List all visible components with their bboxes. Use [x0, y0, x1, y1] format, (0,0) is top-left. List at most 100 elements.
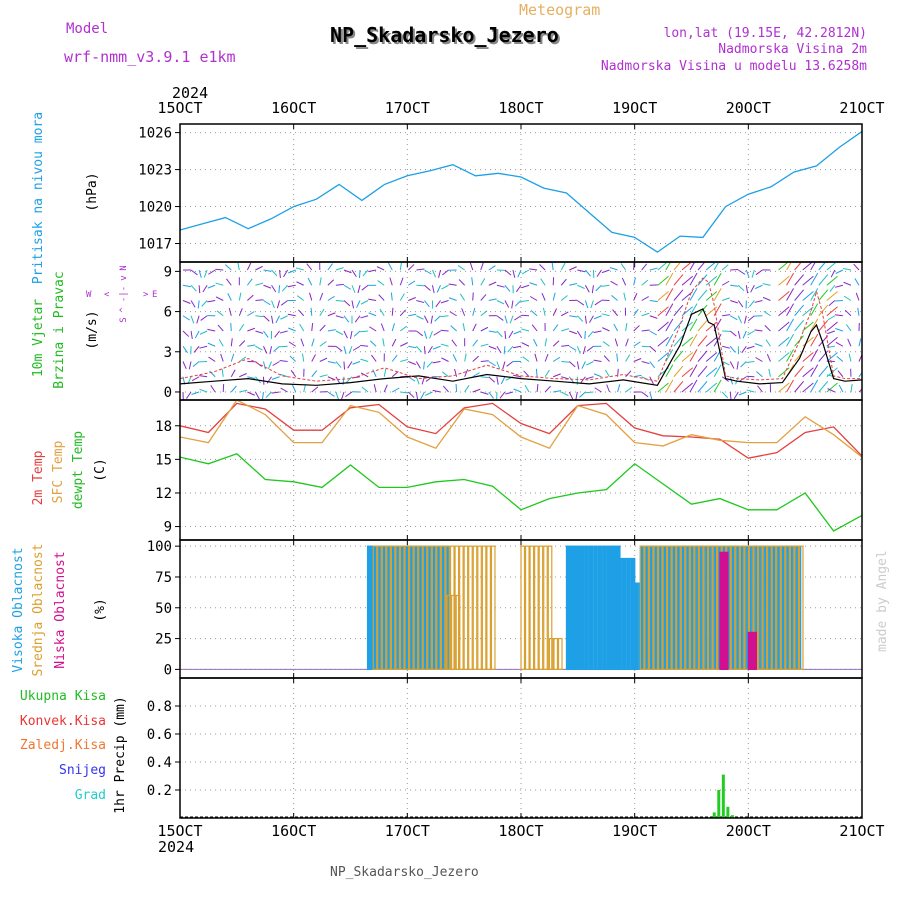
- cloud-bar-high: [579, 545, 585, 670]
- wind-arrow: [673, 365, 684, 378]
- wind-arrow: [737, 300, 744, 308]
- wind-arrow: [496, 345, 502, 354]
- wind-arrow: [613, 323, 619, 332]
- wind-arrow: [625, 354, 631, 362]
- wind-arrow: [220, 353, 224, 362]
- wind-arrow: [713, 288, 722, 301]
- cloud-bar-mid: [785, 545, 790, 670]
- wind-arrow: [436, 285, 441, 293]
- wind-arrow: [399, 277, 404, 286]
- wind-arrow: [754, 300, 763, 303]
- wind-arrow: [649, 330, 657, 336]
- wind-arrow: [657, 275, 669, 286]
- wind-arrow: [584, 315, 587, 324]
- wind-arrow: [673, 350, 684, 362]
- wind-arrow: [748, 300, 755, 308]
- wind-arrow: [826, 321, 838, 332]
- wind-arrow: [480, 294, 487, 301]
- wind-arrow: [810, 262, 816, 271]
- wind-arrow: [472, 372, 480, 378]
- wind-arrow: [540, 278, 546, 286]
- wind-arrow: [327, 361, 336, 364]
- wind-arrow: [623, 292, 627, 301]
- wind-arrow: [665, 262, 672, 271]
- panel-pressure: 1017 1020 1023 1026: [138, 123, 863, 263]
- cloud-bar-high: [634, 582, 639, 670]
- wind-arrow: [504, 300, 510, 308]
- y-tick-label: 15: [155, 452, 172, 468]
- wind-arrow: [665, 333, 674, 347]
- wind-arrow: [390, 292, 393, 301]
- wind-arrow: [689, 288, 698, 301]
- wind-arrow: [462, 323, 466, 332]
- wind-arrow: [596, 269, 602, 277]
- wind-arrow: [262, 361, 266, 370]
- wind-arrow: [745, 269, 750, 278]
- wind-arrow: [319, 324, 326, 332]
- cloud-bar-mid: [381, 545, 387, 670]
- wind-arrow: [818, 274, 829, 286]
- wind-arrow: [512, 269, 516, 278]
- wind-arrow: [434, 315, 441, 322]
- wind-arrow: [778, 321, 790, 332]
- wind-arrow: [754, 329, 763, 332]
- wind-arrow: [469, 262, 474, 271]
- cloud-bar-mid: [395, 545, 401, 670]
- bottom-axis-tick-label: 20OCT: [726, 822, 771, 840]
- wind-arrow: [377, 280, 385, 286]
- wind-arrow: [391, 371, 399, 378]
- wind-arrow: [673, 380, 684, 393]
- year-bottom: 2024: [158, 838, 194, 856]
- wind-arrow: [689, 262, 696, 271]
- precip-snow-label: Snijeg: [59, 763, 106, 778]
- wind-arrow: [208, 269, 216, 275]
- wind-arrow: [794, 304, 805, 317]
- cloud-bar-low: [752, 631, 757, 670]
- wind-arrow: [267, 361, 272, 370]
- wind-arrow: [697, 365, 708, 378]
- wind-key-arrow-w: <: [104, 290, 110, 300]
- panel-plot-area: [180, 774, 862, 818]
- wind-arrow: [279, 269, 281, 279]
- wind-arrow: [271, 391, 280, 394]
- wind-arrow: [848, 353, 852, 362]
- y-tick-label: 12: [155, 486, 172, 502]
- wind-arrow: [633, 292, 638, 301]
- wind-arrow: [665, 303, 674, 316]
- wind-arrow: [215, 282, 224, 286]
- wind-arrow: [357, 285, 361, 294]
- cloud-labels: Visoka Oblacnost Srednja Oblacnost Niska…: [11, 543, 108, 676]
- wind-arrow: [488, 298, 497, 301]
- wind-arrow: [303, 384, 307, 393]
- wind-arrow: [327, 391, 335, 397]
- wind-arrow: [280, 300, 288, 306]
- wind-arrow: [786, 318, 795, 332]
- cloud-bar-mid: [789, 545, 795, 670]
- y-tick-label: 50: [155, 601, 172, 617]
- wind-arrow: [810, 288, 819, 301]
- wind-arrow: [603, 355, 610, 362]
- cloud-bar-mid: [463, 545, 469, 670]
- panel-plot-area: [180, 545, 862, 670]
- precip-bar: [726, 806, 730, 818]
- wind-arrow: [705, 352, 718, 362]
- model-name: wrf-nmm_v3.9.1 e1km: [64, 48, 236, 66]
- wind-arrow: [441, 357, 449, 362]
- wind-arrow: [729, 345, 736, 353]
- wind-arrow: [472, 323, 477, 332]
- wind-arrow: [480, 360, 489, 362]
- wind-arrow: [472, 355, 479, 362]
- precip-labels: Ukupna Kisa Konvek.Kisa Zaledj.Kisa Snij…: [20, 689, 128, 814]
- wind-arrow: [399, 262, 403, 271]
- wind-arrow: [606, 384, 610, 393]
- top-axis-tick-label: 18OCT: [498, 99, 543, 117]
- wind-arrow: [247, 294, 254, 301]
- wind-arrow: [561, 328, 570, 332]
- temp-2m-label: 2m Temp: [31, 450, 46, 505]
- wind-arrow: [190, 269, 198, 276]
- wind-arrow: [582, 346, 586, 355]
- precip-unit: 1hr Precip (mm): [113, 696, 128, 813]
- wind-arrow: [345, 391, 353, 397]
- wind-arrow: [372, 369, 377, 377]
- wind-arrow: [488, 265, 496, 271]
